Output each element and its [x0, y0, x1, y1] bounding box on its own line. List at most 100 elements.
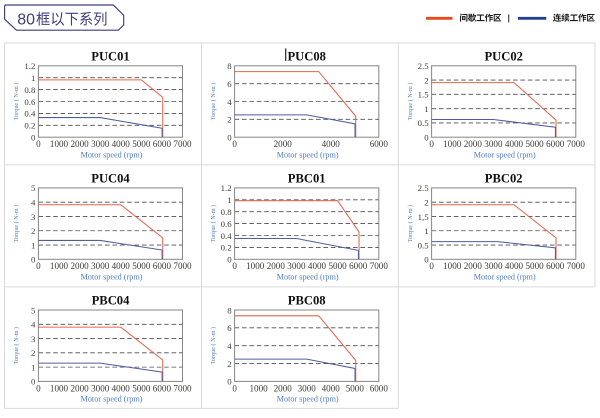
svg-text:0: 0 — [36, 383, 41, 393]
svg-text:Motor speed (rpm): Motor speed (rpm) — [474, 150, 536, 159]
svg-text:7000: 7000 — [567, 261, 586, 271]
svg-text:2000: 2000 — [274, 383, 293, 393]
svg-text:1: 1 — [424, 104, 428, 114]
svg-text:1.5: 1.5 — [418, 90, 430, 100]
svg-text:0: 0 — [31, 255, 36, 265]
svg-text:4: 4 — [227, 341, 232, 351]
svg-text:Motor speed (rpm): Motor speed (rpm) — [277, 150, 339, 159]
svg-text:1.2: 1.2 — [221, 183, 232, 193]
svg-text:5000: 5000 — [132, 261, 151, 271]
svg-text:7000: 7000 — [173, 139, 192, 149]
svg-text:2: 2 — [424, 75, 428, 85]
svg-text:0.4: 0.4 — [24, 109, 36, 119]
svg-text:Torque ( N-m ): Torque ( N-m ) — [407, 83, 414, 121]
svg-text:Motor speed (rpm): Motor speed (rpm) — [277, 272, 339, 281]
svg-text:Motor speed (rpm): Motor speed (rpm) — [81, 395, 143, 404]
svg-text:1: 1 — [31, 362, 35, 372]
svg-text:PUC08: PUC08 — [287, 49, 325, 63]
svg-text:1000: 1000 — [50, 261, 69, 271]
svg-text:PUC02: PUC02 — [484, 49, 522, 63]
svg-text:7000: 7000 — [173, 383, 192, 393]
svg-text:2: 2 — [227, 359, 231, 369]
svg-text:6000: 6000 — [153, 139, 172, 149]
svg-text:PUC04: PUC04 — [91, 171, 130, 185]
svg-text:2: 2 — [227, 115, 231, 125]
svg-text:4000: 4000 — [112, 383, 131, 393]
svg-text:6000: 6000 — [546, 261, 565, 271]
svg-text:0: 0 — [232, 139, 237, 149]
svg-text:0: 0 — [227, 255, 232, 265]
svg-text:Motor speed (rpm): Motor speed (rpm) — [277, 395, 339, 404]
svg-text:5: 5 — [31, 183, 36, 193]
svg-text:4000: 4000 — [112, 261, 131, 271]
svg-text:6: 6 — [227, 323, 232, 333]
svg-text:Torque ( N-m ): Torque ( N-m ) — [13, 327, 20, 365]
svg-text:6: 6 — [227, 79, 232, 89]
svg-text:1000: 1000 — [250, 383, 269, 393]
svg-text:6000: 6000 — [349, 261, 368, 271]
svg-text:1: 1 — [31, 73, 35, 83]
svg-text:0: 0 — [227, 377, 232, 387]
svg-text:0: 0 — [232, 383, 237, 393]
svg-text:1000: 1000 — [50, 139, 69, 149]
svg-text:PBC08: PBC08 — [288, 294, 326, 308]
svg-text:1: 1 — [424, 226, 428, 236]
svg-text:1: 1 — [227, 195, 231, 205]
svg-text:3000: 3000 — [298, 383, 317, 393]
svg-text:6000: 6000 — [153, 383, 172, 393]
svg-text:5000: 5000 — [132, 139, 151, 149]
svg-text:4000: 4000 — [322, 383, 341, 393]
svg-text:7000: 7000 — [567, 139, 586, 149]
svg-text:2000: 2000 — [267, 261, 286, 271]
svg-text:3000: 3000 — [484, 139, 503, 149]
svg-text:5000: 5000 — [526, 139, 545, 149]
svg-text:1000: 1000 — [50, 383, 69, 393]
svg-text:6000: 6000 — [153, 261, 172, 271]
svg-text:0.2: 0.2 — [24, 121, 35, 131]
svg-text:PBC01: PBC01 — [288, 171, 326, 185]
svg-text:3: 3 — [31, 334, 36, 344]
svg-text:6000: 6000 — [370, 383, 389, 393]
svg-text:4000: 4000 — [112, 139, 131, 149]
svg-text:2: 2 — [31, 226, 35, 236]
svg-text:0.2: 0.2 — [221, 243, 232, 253]
svg-text:PUC01: PUC01 — [91, 49, 129, 63]
svg-text:5000: 5000 — [132, 383, 151, 393]
svg-text:2.5: 2.5 — [418, 61, 430, 71]
svg-text:2.5: 2.5 — [418, 183, 430, 193]
svg-text:3000: 3000 — [91, 383, 110, 393]
svg-text:Torque ( N-m ): Torque ( N-m ) — [210, 327, 217, 365]
svg-text:4000: 4000 — [308, 261, 327, 271]
svg-text:0.5: 0.5 — [418, 118, 430, 128]
svg-text:0: 0 — [36, 139, 41, 149]
svg-text:2000: 2000 — [71, 139, 90, 149]
svg-text:6000: 6000 — [370, 139, 389, 149]
svg-text:6000: 6000 — [546, 139, 565, 149]
svg-text:5000: 5000 — [329, 261, 348, 271]
svg-text:3: 3 — [31, 212, 36, 222]
svg-text:3000: 3000 — [484, 261, 503, 271]
svg-text:Torque ( N-m ): Torque ( N-m ) — [13, 83, 20, 121]
svg-text:3000: 3000 — [287, 261, 306, 271]
svg-text:1.2: 1.2 — [24, 61, 35, 71]
svg-text:0.8: 0.8 — [24, 85, 36, 95]
svg-text:0.8: 0.8 — [221, 207, 233, 217]
svg-text:7000: 7000 — [370, 261, 389, 271]
svg-text:3000: 3000 — [91, 139, 110, 149]
svg-text:PBC04: PBC04 — [92, 294, 130, 308]
svg-text:2000: 2000 — [71, 383, 90, 393]
svg-text:0: 0 — [429, 139, 434, 149]
svg-text:0: 0 — [227, 133, 232, 143]
svg-text:3000: 3000 — [91, 261, 110, 271]
svg-text:Torque ( N-m ): Torque ( N-m ) — [407, 205, 414, 243]
svg-text:7000: 7000 — [173, 261, 192, 271]
svg-text:0: 0 — [232, 261, 237, 271]
svg-text:1000: 1000 — [443, 261, 462, 271]
svg-text:5000: 5000 — [346, 383, 365, 393]
svg-text:0: 0 — [36, 261, 41, 271]
svg-text:Torque ( N-m ): Torque ( N-m ) — [13, 205, 20, 243]
svg-text:0.6: 0.6 — [24, 97, 36, 107]
svg-text:0: 0 — [31, 133, 36, 143]
svg-text:8: 8 — [227, 305, 232, 315]
svg-text:Motor speed (rpm): Motor speed (rpm) — [474, 272, 536, 281]
